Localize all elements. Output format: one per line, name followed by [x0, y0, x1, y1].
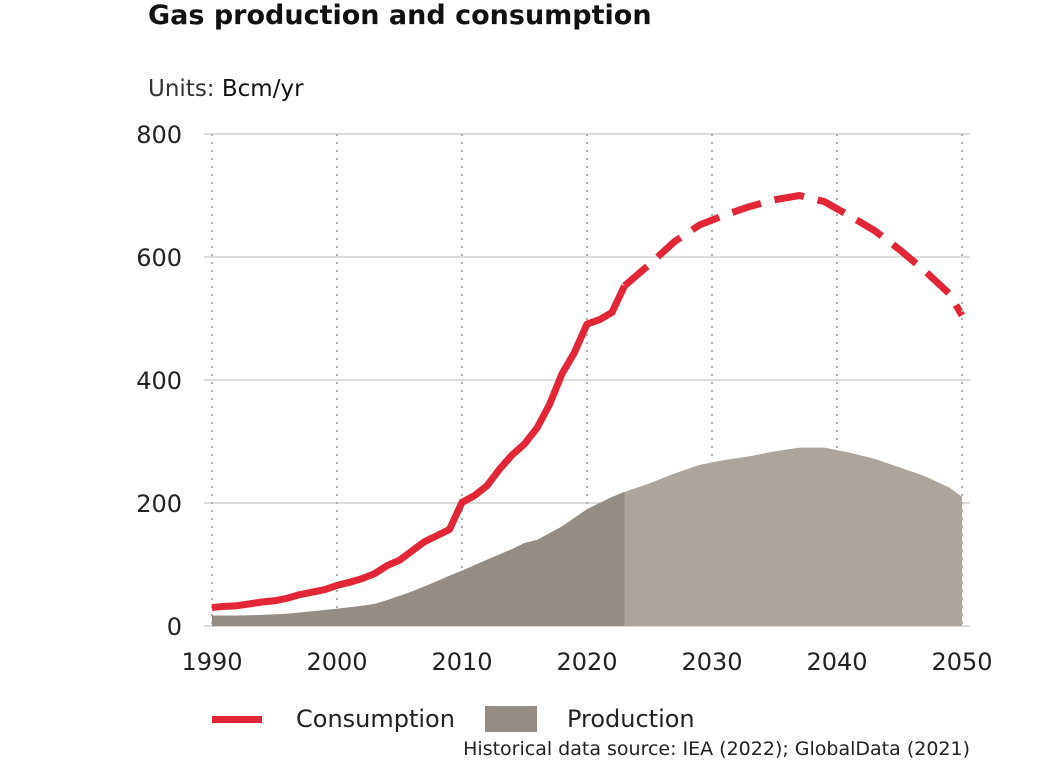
consumption-line-historical [211, 284, 628, 612]
x-tick-label: 2020 [556, 648, 617, 676]
legend-consumption-swatch [212, 715, 262, 723]
legend-production-label: Production [566, 705, 695, 733]
units-label: Units: Bcm/yr [148, 76, 304, 102]
legend-production-swatch [484, 706, 537, 732]
y-tick-label: 400 [136, 367, 182, 395]
source-note: Historical data source: IEA (2022); Glob… [463, 738, 970, 760]
production-area-projected [624, 447, 962, 626]
units-value: Bcm/yr [221, 76, 304, 102]
x-tick-label: 1990 [181, 648, 242, 676]
consumption-line-projected [622, 192, 966, 318]
x-tick-label: 2040 [806, 648, 867, 676]
y-tick-label: 200 [136, 490, 182, 518]
x-tick-label: 2010 [431, 648, 492, 676]
production-area-historical [212, 491, 625, 626]
units-prefix: Units: [148, 76, 215, 102]
x-tick-label: 2030 [681, 648, 742, 676]
legend-consumption-label: Consumption [296, 705, 455, 733]
chart-canvas: 0 200 400 600 800 1990 2000 2010 2020 2030 2040 205… [136, 121, 992, 676]
legend: Consumption Production [212, 702, 695, 736]
y-tick-label: 800 [136, 121, 182, 149]
y-tick-label: 0 [167, 613, 182, 641]
y-tick-label: 600 [136, 244, 182, 272]
x-tick-label: 2000 [306, 648, 367, 676]
x-tick-label: 2050 [931, 648, 992, 676]
chart-title: Gas production and consumption [148, 0, 652, 31]
